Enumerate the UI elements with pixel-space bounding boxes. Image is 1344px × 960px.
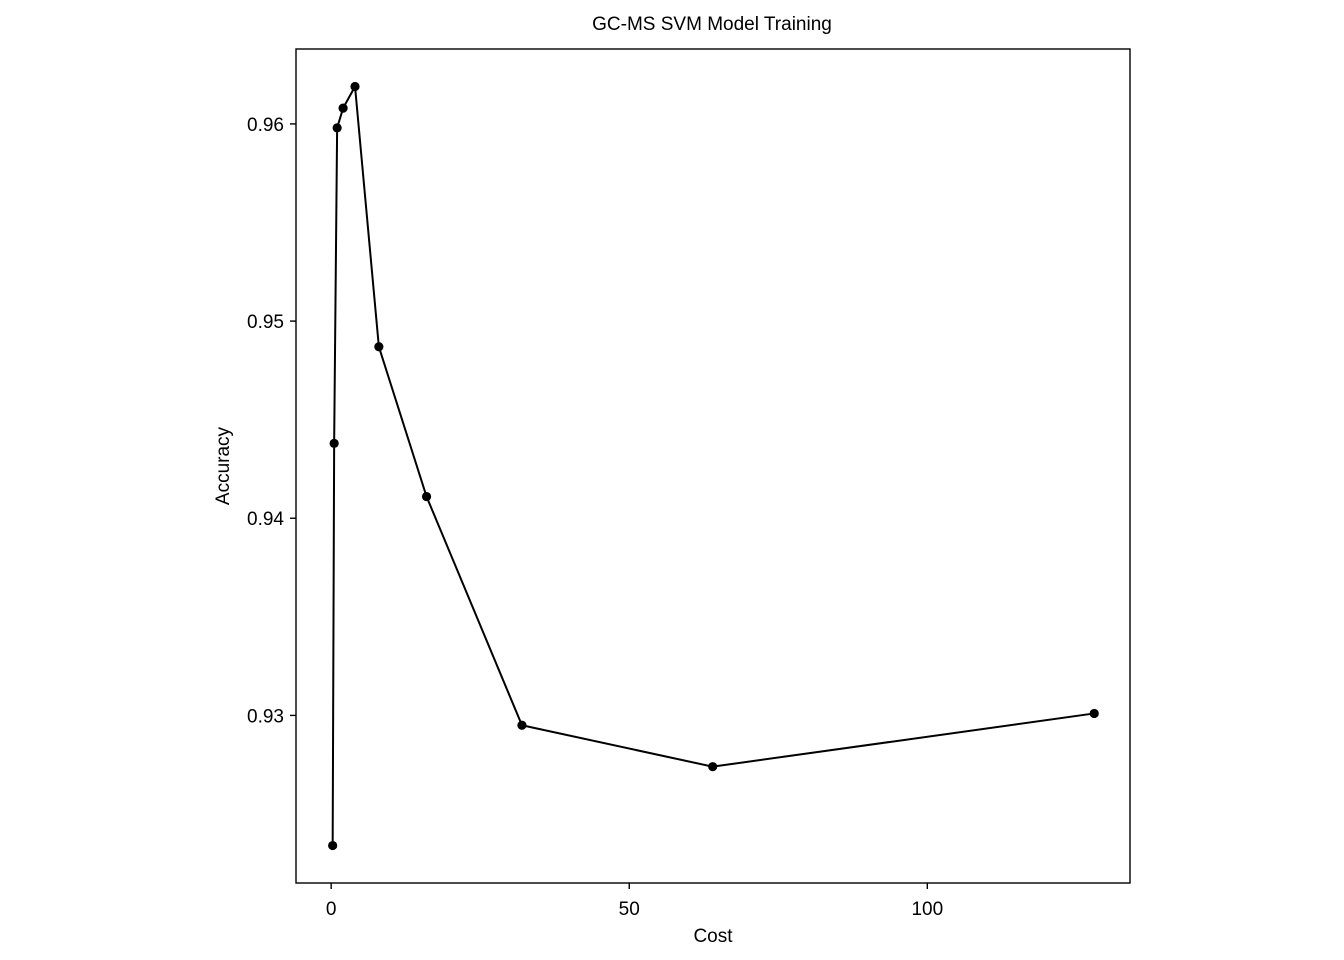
x-axis: 0 50 100 [326, 883, 943, 920]
x-tick-label: 0 [326, 899, 337, 920]
x-axis-title: Cost [693, 926, 733, 947]
data-point [1089, 708, 1099, 719]
x-tick-label: 100 [911, 899, 943, 920]
series-line [331, 85, 1095, 846]
x-tick-label: 50 [619, 899, 640, 920]
data-point [350, 81, 360, 92]
y-axis-title: Accuracy [213, 426, 234, 505]
data-point [421, 491, 432, 502]
data-point [708, 762, 718, 772]
y-tick-label: 0.95 [247, 312, 284, 333]
y-tick-label: 0.94 [247, 509, 284, 530]
data-point [517, 720, 527, 730]
data-point [328, 840, 338, 851]
chart-title: GC-MS SVM Model Training [592, 14, 832, 35]
data-point [338, 103, 348, 113]
data-point [329, 438, 339, 448]
y-tick-label: 0.96 [247, 115, 284, 136]
plot-panel [295, 48, 1131, 884]
y-tick-label: 0.93 [247, 706, 284, 727]
data-point [332, 123, 342, 133]
data-point [374, 342, 384, 352]
series-layer [328, 81, 1099, 851]
y-axis: 0.93 0.94 0.95 0.96 [247, 115, 296, 727]
